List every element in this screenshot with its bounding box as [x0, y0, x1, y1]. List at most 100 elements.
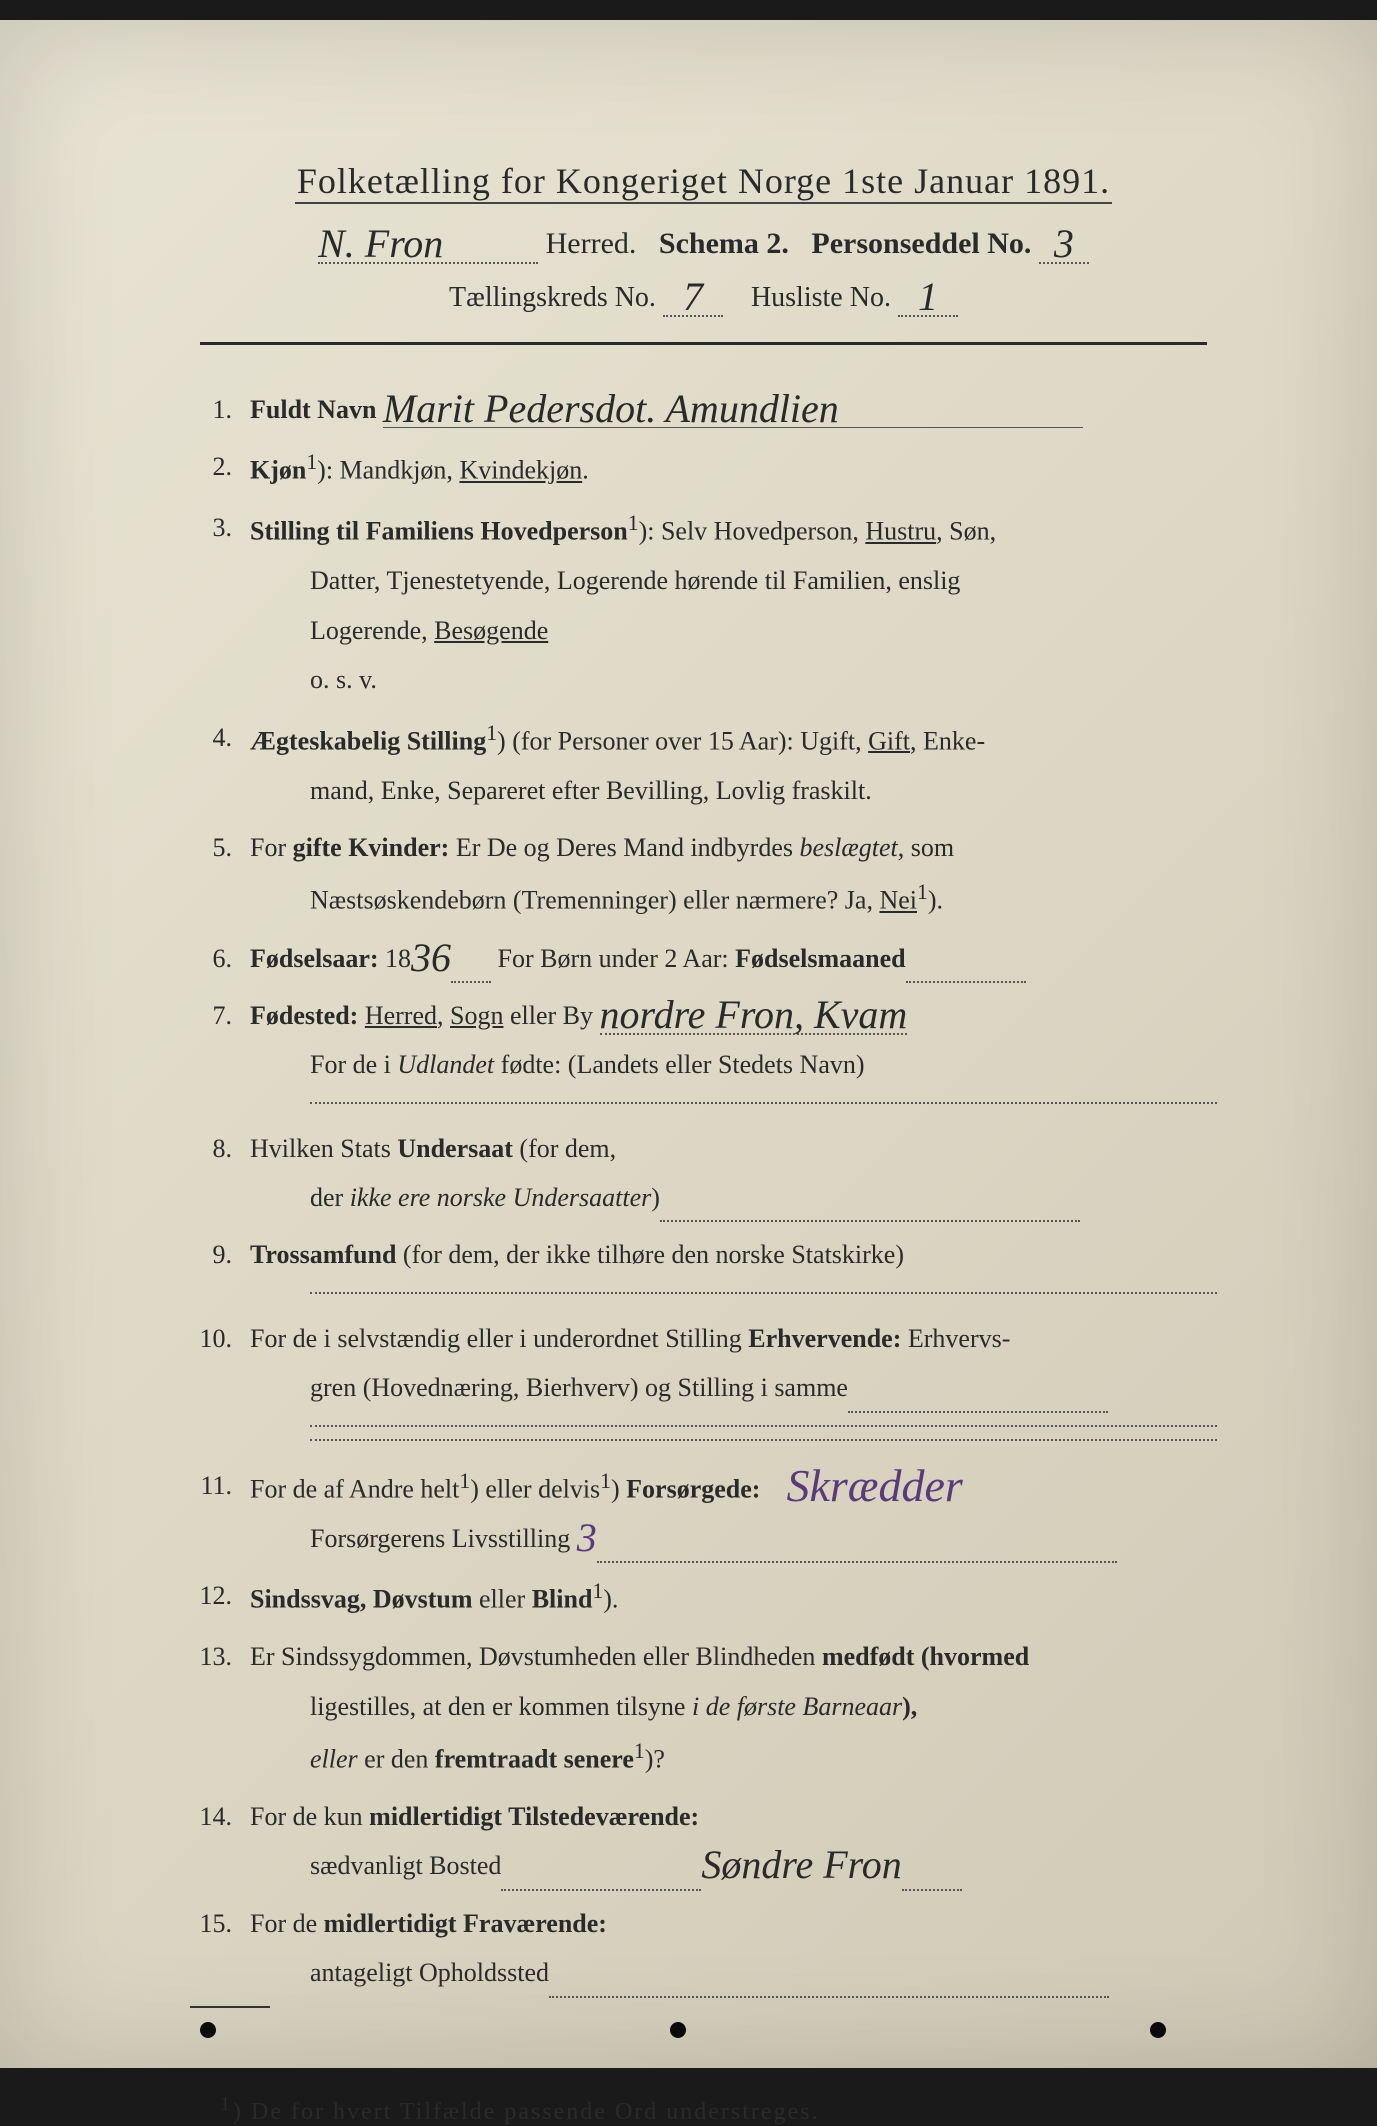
footnote-sup: 1	[220, 2093, 233, 2115]
item-7: 7. Fødested: Herred, Sogn eller By nordr…	[190, 991, 1217, 1116]
text: ).	[928, 886, 943, 915]
punch-hole-icon	[670, 2022, 686, 2038]
bold: fremtraadt senere	[435, 1745, 634, 1774]
text: ) (for Personer over 15 Aar): Ugift,	[497, 726, 868, 755]
item-num: 2.	[190, 442, 250, 495]
dotted	[660, 1191, 1080, 1222]
text: )	[651, 1183, 660, 1212]
item-num: 5.	[190, 823, 250, 925]
bosted-handwritten: Søndre Fron	[701, 1847, 901, 1883]
text: Logerende,	[310, 616, 434, 645]
sup: 1	[592, 1579, 603, 1603]
sup: 1	[600, 1469, 611, 1493]
dotted-line	[310, 1292, 1217, 1294]
item-6: 6. Fødselsaar: 1836 For Børn under 2 Aar…	[190, 934, 1217, 983]
subheader-line-1: N. Fron Herred. Schema 2. Personseddel N…	[160, 222, 1247, 261]
text: )?	[645, 1745, 665, 1774]
text: Er Sindssygdommen, Døvstumheden eller Bl…	[250, 1642, 822, 1671]
footnote-text: ) De for hvert Tilfælde passende Ord und…	[233, 2099, 820, 2125]
schema-label: Schema 2.	[659, 227, 789, 260]
em: beslægtet	[800, 833, 898, 862]
label-blind: Blind	[532, 1585, 593, 1614]
livsstilling-handwritten: 3	[577, 1520, 597, 1556]
text: (for dem,	[513, 1134, 616, 1163]
personseddel-no: 3	[1039, 226, 1089, 264]
kreds-no: 7	[663, 279, 723, 317]
punch-hole-icon	[1150, 2022, 1166, 2038]
item-num: 3.	[190, 503, 250, 704]
bold: ),	[902, 1692, 917, 1721]
gift-underlined: Gift	[868, 726, 910, 755]
text: ) eller delvis	[470, 1474, 600, 1503]
item-num: 11.	[190, 1461, 250, 1563]
text: sædvanligt Bosted	[310, 1851, 501, 1880]
hustru-underlined: Hustru	[865, 517, 936, 546]
husliste-no: 1	[898, 279, 958, 317]
main-title: Folketælling for Kongeriget Norge 1ste J…	[160, 160, 1247, 204]
text: For de kun	[250, 1802, 369, 1831]
item-num: 1.	[190, 385, 250, 434]
husliste-label: Husliste No.	[751, 282, 891, 313]
text: Erhvervs-	[901, 1324, 1010, 1353]
sogn-underlined: Sogn	[450, 1001, 503, 1030]
dotted	[501, 1860, 701, 1891]
herred-handwritten: N. Fron	[318, 226, 538, 264]
label-forsorgede: Forsørgede:	[626, 1474, 760, 1503]
kreds-label: Tællingskreds No.	[449, 282, 656, 313]
em: eller	[310, 1745, 358, 1774]
text: eller	[473, 1585, 532, 1614]
text: , Søn,	[936, 517, 996, 546]
label-stilling: Stilling til Familiens Hovedperson	[250, 517, 628, 546]
fodested-handwritten: nordre Fron, Kvam	[600, 997, 908, 1035]
text: ): Selv Hovedperson,	[639, 517, 866, 546]
item-num: 10.	[190, 1314, 250, 1453]
census-form-page: Folketælling for Kongeriget Norge 1ste J…	[0, 20, 1377, 2068]
dotted	[597, 1532, 1117, 1563]
em: Udlandet	[397, 1050, 494, 1079]
text: ).	[603, 1585, 618, 1614]
label-sindssvag: Sindssvag, Døvstum	[250, 1585, 473, 1614]
year-handwritten: 36	[411, 940, 451, 976]
nei-underlined: Nei	[879, 886, 917, 915]
text: o. s. v.	[250, 655, 1217, 704]
besogende-underlined: Besøgende	[434, 616, 548, 645]
bold: medfødt (hvormed	[822, 1642, 1029, 1671]
text: For de af Andre helt	[250, 1474, 459, 1503]
text: Datter, Tjenestetyende, Logerende hørend…	[250, 556, 1217, 605]
item-15: 15. For de midlertidigt Fraværende: anta…	[190, 1899, 1217, 1998]
dotted	[902, 1860, 962, 1891]
text: For de i	[310, 1050, 397, 1079]
sup: 1	[634, 1739, 645, 1763]
year-prefix: 18	[379, 944, 412, 973]
text: mand, Enke, Separeret efter Bevilling, L…	[250, 766, 1217, 815]
item-num: 9.	[190, 1230, 250, 1305]
dotted	[906, 952, 1026, 983]
footnote-rule	[190, 2006, 270, 2008]
item-13: 13. Er Sindssygdommen, Døvstumheden elle…	[190, 1632, 1217, 1784]
item-12: 12. Sindssvag, Døvstum eller Blind1).	[190, 1571, 1217, 1624]
dotted	[848, 1381, 1108, 1412]
item-2: 2. Kjøn1): Mandkjøn, Kvindekjøn.	[190, 442, 1217, 495]
em: ikke ere norske Undersaatter	[350, 1183, 652, 1212]
label-fravaerende: midlertidigt Fraværende:	[324, 1909, 607, 1938]
text: , som	[898, 833, 954, 862]
text: (for dem, der ikke tilhøre den norske St…	[396, 1240, 904, 1269]
fullname-handwritten: Marit Pedersdot. Amundlien	[383, 391, 1083, 428]
form-content: Folketælling for Kongeriget Norge 1ste J…	[160, 160, 1247, 2126]
herred-underlined: Herred	[365, 1001, 437, 1030]
item-10: 10. For de i selvstændig eller i underor…	[190, 1314, 1217, 1453]
label-fuldt-navn: Fuldt Navn	[250, 395, 376, 424]
label-fodselsaar: Fødselsaar:	[250, 944, 379, 973]
footnote: 1) De for hvert Tilfælde passende Ord un…	[160, 2093, 1247, 2126]
text: )	[611, 1474, 626, 1503]
personseddel-label: Personseddel No.	[811, 227, 1031, 260]
item-3: 3. Stilling til Familiens Hovedperson1):…	[190, 503, 1217, 704]
herred-label: Herred.	[546, 227, 637, 260]
kvindekjon-underlined: Kvindekjøn	[459, 456, 582, 485]
header-divider	[200, 342, 1207, 345]
text: Hvilken Stats	[250, 1134, 397, 1163]
item-8: 8. Hvilken Stats Undersaat (for dem, der…	[190, 1124, 1217, 1223]
occupation-handwritten: Skrædder	[786, 1465, 962, 1506]
item-num: 13.	[190, 1632, 250, 1784]
form-items: 1. Fuldt Navn Marit Pedersdot. Amundlien…	[160, 385, 1247, 1998]
